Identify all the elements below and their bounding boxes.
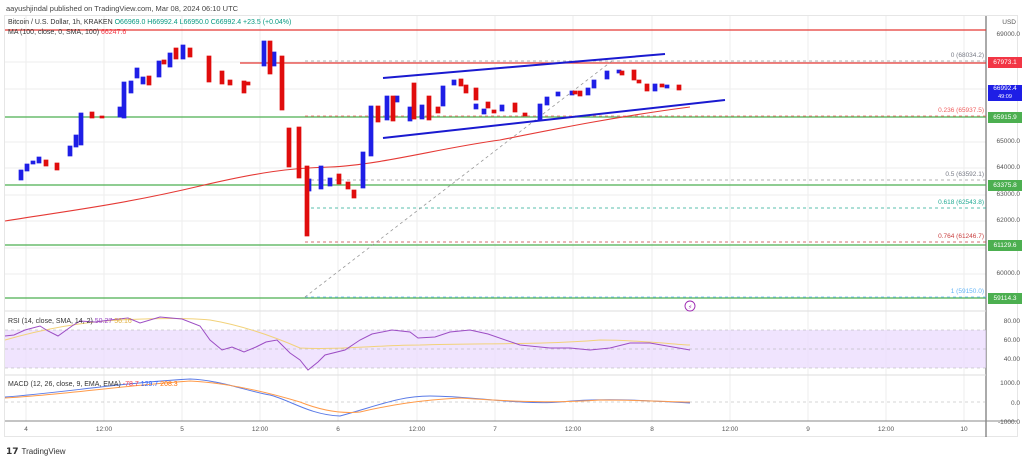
- fib-label: 0 (68034.2): [950, 52, 984, 59]
- time-tick: 12:00: [95, 426, 113, 433]
- candle-countdown: 49:09: [998, 94, 1012, 100]
- current-price: 66992.4: [993, 85, 1017, 92]
- fib-label: 0.5 (63592.1): [945, 171, 984, 178]
- price-tick: 64000.0: [996, 164, 1021, 171]
- footer: 𝟭𝟳 TradingView: [6, 446, 66, 457]
- price-tick: 62000.0: [996, 217, 1021, 224]
- time-tick: 5: [180, 426, 184, 433]
- rsi-label: RSI (14, close, SMA, 14, 2): [8, 318, 93, 325]
- time-tick: 9: [806, 426, 810, 433]
- time-tick: 6: [336, 426, 340, 433]
- symbol-name: Bitcoin / U.S. Dollar, 1h, KRAKEN: [8, 19, 113, 26]
- time-tick: 7: [493, 426, 497, 433]
- time-tick: 12:00: [564, 426, 582, 433]
- fib-label: 0.618 (62543.8): [938, 199, 984, 206]
- chart-frame: [4, 15, 1018, 437]
- rsi-tick: 80.00: [1003, 318, 1020, 325]
- rsi-value: 50.27: [94, 318, 113, 325]
- price-tag-support: 59114.3: [988, 293, 1022, 304]
- time-tick: 12:00: [721, 426, 739, 433]
- brand-name: TradingView: [21, 447, 66, 456]
- macd-tick: 1000.0: [1000, 380, 1020, 387]
- symbol-legend: Bitcoin / U.S. Dollar, 1h, KRAKEN O66969…: [8, 19, 291, 26]
- time-tick: 12:00: [877, 426, 895, 433]
- macd-label: MACD (12, 26, close, 9, EMA, EMA): [8, 381, 121, 388]
- macd-tick: 0.0: [1010, 400, 1020, 407]
- macd-signal: 208.3: [160, 381, 178, 388]
- ohlc-values: O66969.0 H66992.4 L66950.0 C66992.4 +23.…: [114, 19, 292, 26]
- rsi-legend: RSI (14, close, SMA, 14, 2) 50.27 56.16: [8, 318, 132, 325]
- fib-label: 0.764 (61246.7): [938, 233, 984, 240]
- currency-label[interactable]: USD: [1002, 19, 1016, 26]
- price-tag-current: 66992.4 49:09: [988, 85, 1022, 101]
- price-tag-support: 63375.8: [988, 180, 1022, 191]
- tradingview-logo-icon: 𝟭𝟳: [6, 446, 19, 456]
- price-tag-support: 61129.6: [988, 240, 1022, 251]
- rsi-sma-value: 56.16: [114, 318, 132, 325]
- macd-tick: -1000.0: [997, 419, 1020, 426]
- price-tick: 69000.0: [996, 31, 1021, 38]
- time-tick: 8: [650, 426, 654, 433]
- macd-hist: -78.7: [122, 381, 139, 388]
- price-tick: 60000.0: [996, 270, 1021, 277]
- time-tick: 12:00: [408, 426, 426, 433]
- publish-line: aayushjindal published on TradingView.co…: [6, 4, 239, 13]
- ma-label: MA (100, close, 0, SMA, 100): [8, 29, 100, 36]
- time-tick: 12:00: [251, 426, 269, 433]
- alert-bolt-icon: [684, 300, 696, 312]
- time-tick: 4: [24, 426, 28, 433]
- ma-value: 66247.6: [101, 29, 127, 36]
- macd-value: 129.7: [140, 381, 159, 388]
- price-tick: 63000.0: [996, 191, 1021, 198]
- svg-text:⚡: ⚡: [688, 304, 692, 311]
- macd-legend: MACD (12, 26, close, 9, EMA, EMA) -78.7 …: [8, 381, 178, 388]
- price-tag-resistance: 67973.1: [988, 57, 1022, 68]
- price-tick: 65000.0: [996, 138, 1021, 145]
- fib-label: 1 (59150.0): [950, 288, 984, 295]
- time-tick: 10: [960, 426, 968, 433]
- fib-label: 0.236 (65937.5): [938, 107, 984, 114]
- price-tag-support: 65915.9: [988, 112, 1022, 123]
- ma-legend: MA (100, close, 0, SMA, 100) 66247.6: [8, 29, 126, 36]
- rsi-tick: 40.00: [1003, 356, 1020, 363]
- rsi-tick: 60.00: [1003, 337, 1020, 344]
